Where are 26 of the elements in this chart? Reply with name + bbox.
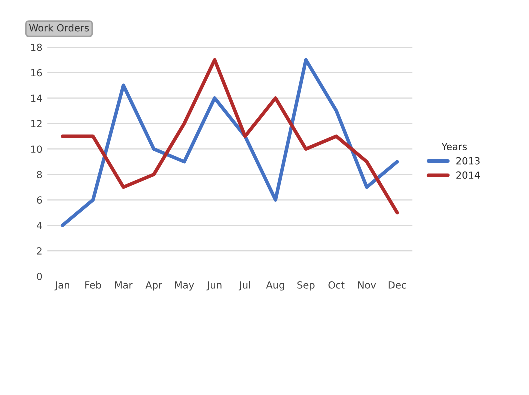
y-tick-label: 10 (31, 146, 42, 154)
x-tick-label: Feb (86, 281, 102, 289)
legend-label: 2014 (456, 172, 480, 180)
y-tick-label: 0 (37, 272, 42, 280)
x-tick-label: Aug (266, 282, 284, 291)
legend-title: Years (442, 143, 468, 150)
y-tick-label: 6 (37, 196, 42, 204)
x-tick-label: Mar (115, 282, 133, 289)
x-tick-label: Nov (358, 282, 376, 289)
y-tick-label: 4 (37, 222, 42, 230)
x-tick-label: Sep (298, 282, 315, 291)
y-tick-label: 12 (31, 120, 42, 128)
x-tick-label: Apr (146, 282, 162, 291)
y-tick-label: 8 (37, 171, 42, 179)
y-tick-label: 14 (31, 94, 42, 102)
chart-title: Work Orders (29, 24, 90, 32)
x-tick-label: May (175, 282, 194, 291)
x-tick-label: Dec (388, 282, 406, 289)
y-tick-label: 16 (31, 69, 42, 77)
y-tick-label: 2 (37, 248, 42, 255)
legend-label: 2013 (456, 157, 480, 165)
x-tick-label: Jun (206, 282, 222, 291)
x-tick-label: Oct (328, 282, 345, 289)
x-tick-label: Jul (238, 281, 250, 291)
x-tick-label: Jan (54, 282, 70, 291)
y-tick-label: 18 (31, 44, 42, 52)
